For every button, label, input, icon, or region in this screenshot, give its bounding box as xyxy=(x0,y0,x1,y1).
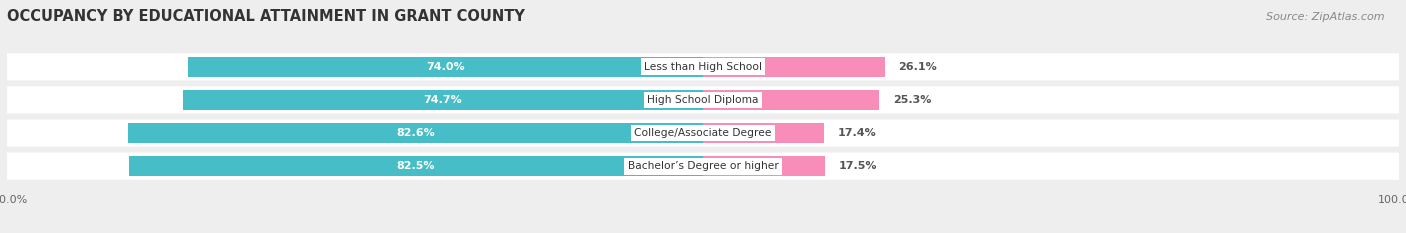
Text: 17.5%: 17.5% xyxy=(839,161,877,171)
Text: 82.6%: 82.6% xyxy=(396,128,434,138)
Text: 74.7%: 74.7% xyxy=(423,95,463,105)
Bar xyxy=(703,90,879,110)
Text: Source: ZipAtlas.com: Source: ZipAtlas.com xyxy=(1267,12,1385,22)
FancyBboxPatch shape xyxy=(7,53,1399,80)
Bar xyxy=(183,90,703,110)
Bar xyxy=(703,156,825,176)
FancyBboxPatch shape xyxy=(7,86,1399,113)
FancyBboxPatch shape xyxy=(7,153,1399,180)
Bar xyxy=(703,123,824,143)
Text: OCCUPANCY BY EDUCATIONAL ATTAINMENT IN GRANT COUNTY: OCCUPANCY BY EDUCATIONAL ATTAINMENT IN G… xyxy=(7,9,524,24)
Text: Bachelor’s Degree or higher: Bachelor’s Degree or higher xyxy=(627,161,779,171)
Text: 25.3%: 25.3% xyxy=(893,95,931,105)
Text: College/Associate Degree: College/Associate Degree xyxy=(634,128,772,138)
Text: 26.1%: 26.1% xyxy=(898,62,938,72)
Text: High School Diploma: High School Diploma xyxy=(647,95,759,105)
Bar xyxy=(128,123,703,143)
Text: 82.5%: 82.5% xyxy=(396,161,436,171)
Text: 74.0%: 74.0% xyxy=(426,62,465,72)
Bar xyxy=(188,57,703,77)
Text: 17.4%: 17.4% xyxy=(838,128,877,138)
Bar xyxy=(703,57,884,77)
FancyBboxPatch shape xyxy=(7,120,1399,147)
Text: Less than High School: Less than High School xyxy=(644,62,762,72)
Bar xyxy=(129,156,703,176)
